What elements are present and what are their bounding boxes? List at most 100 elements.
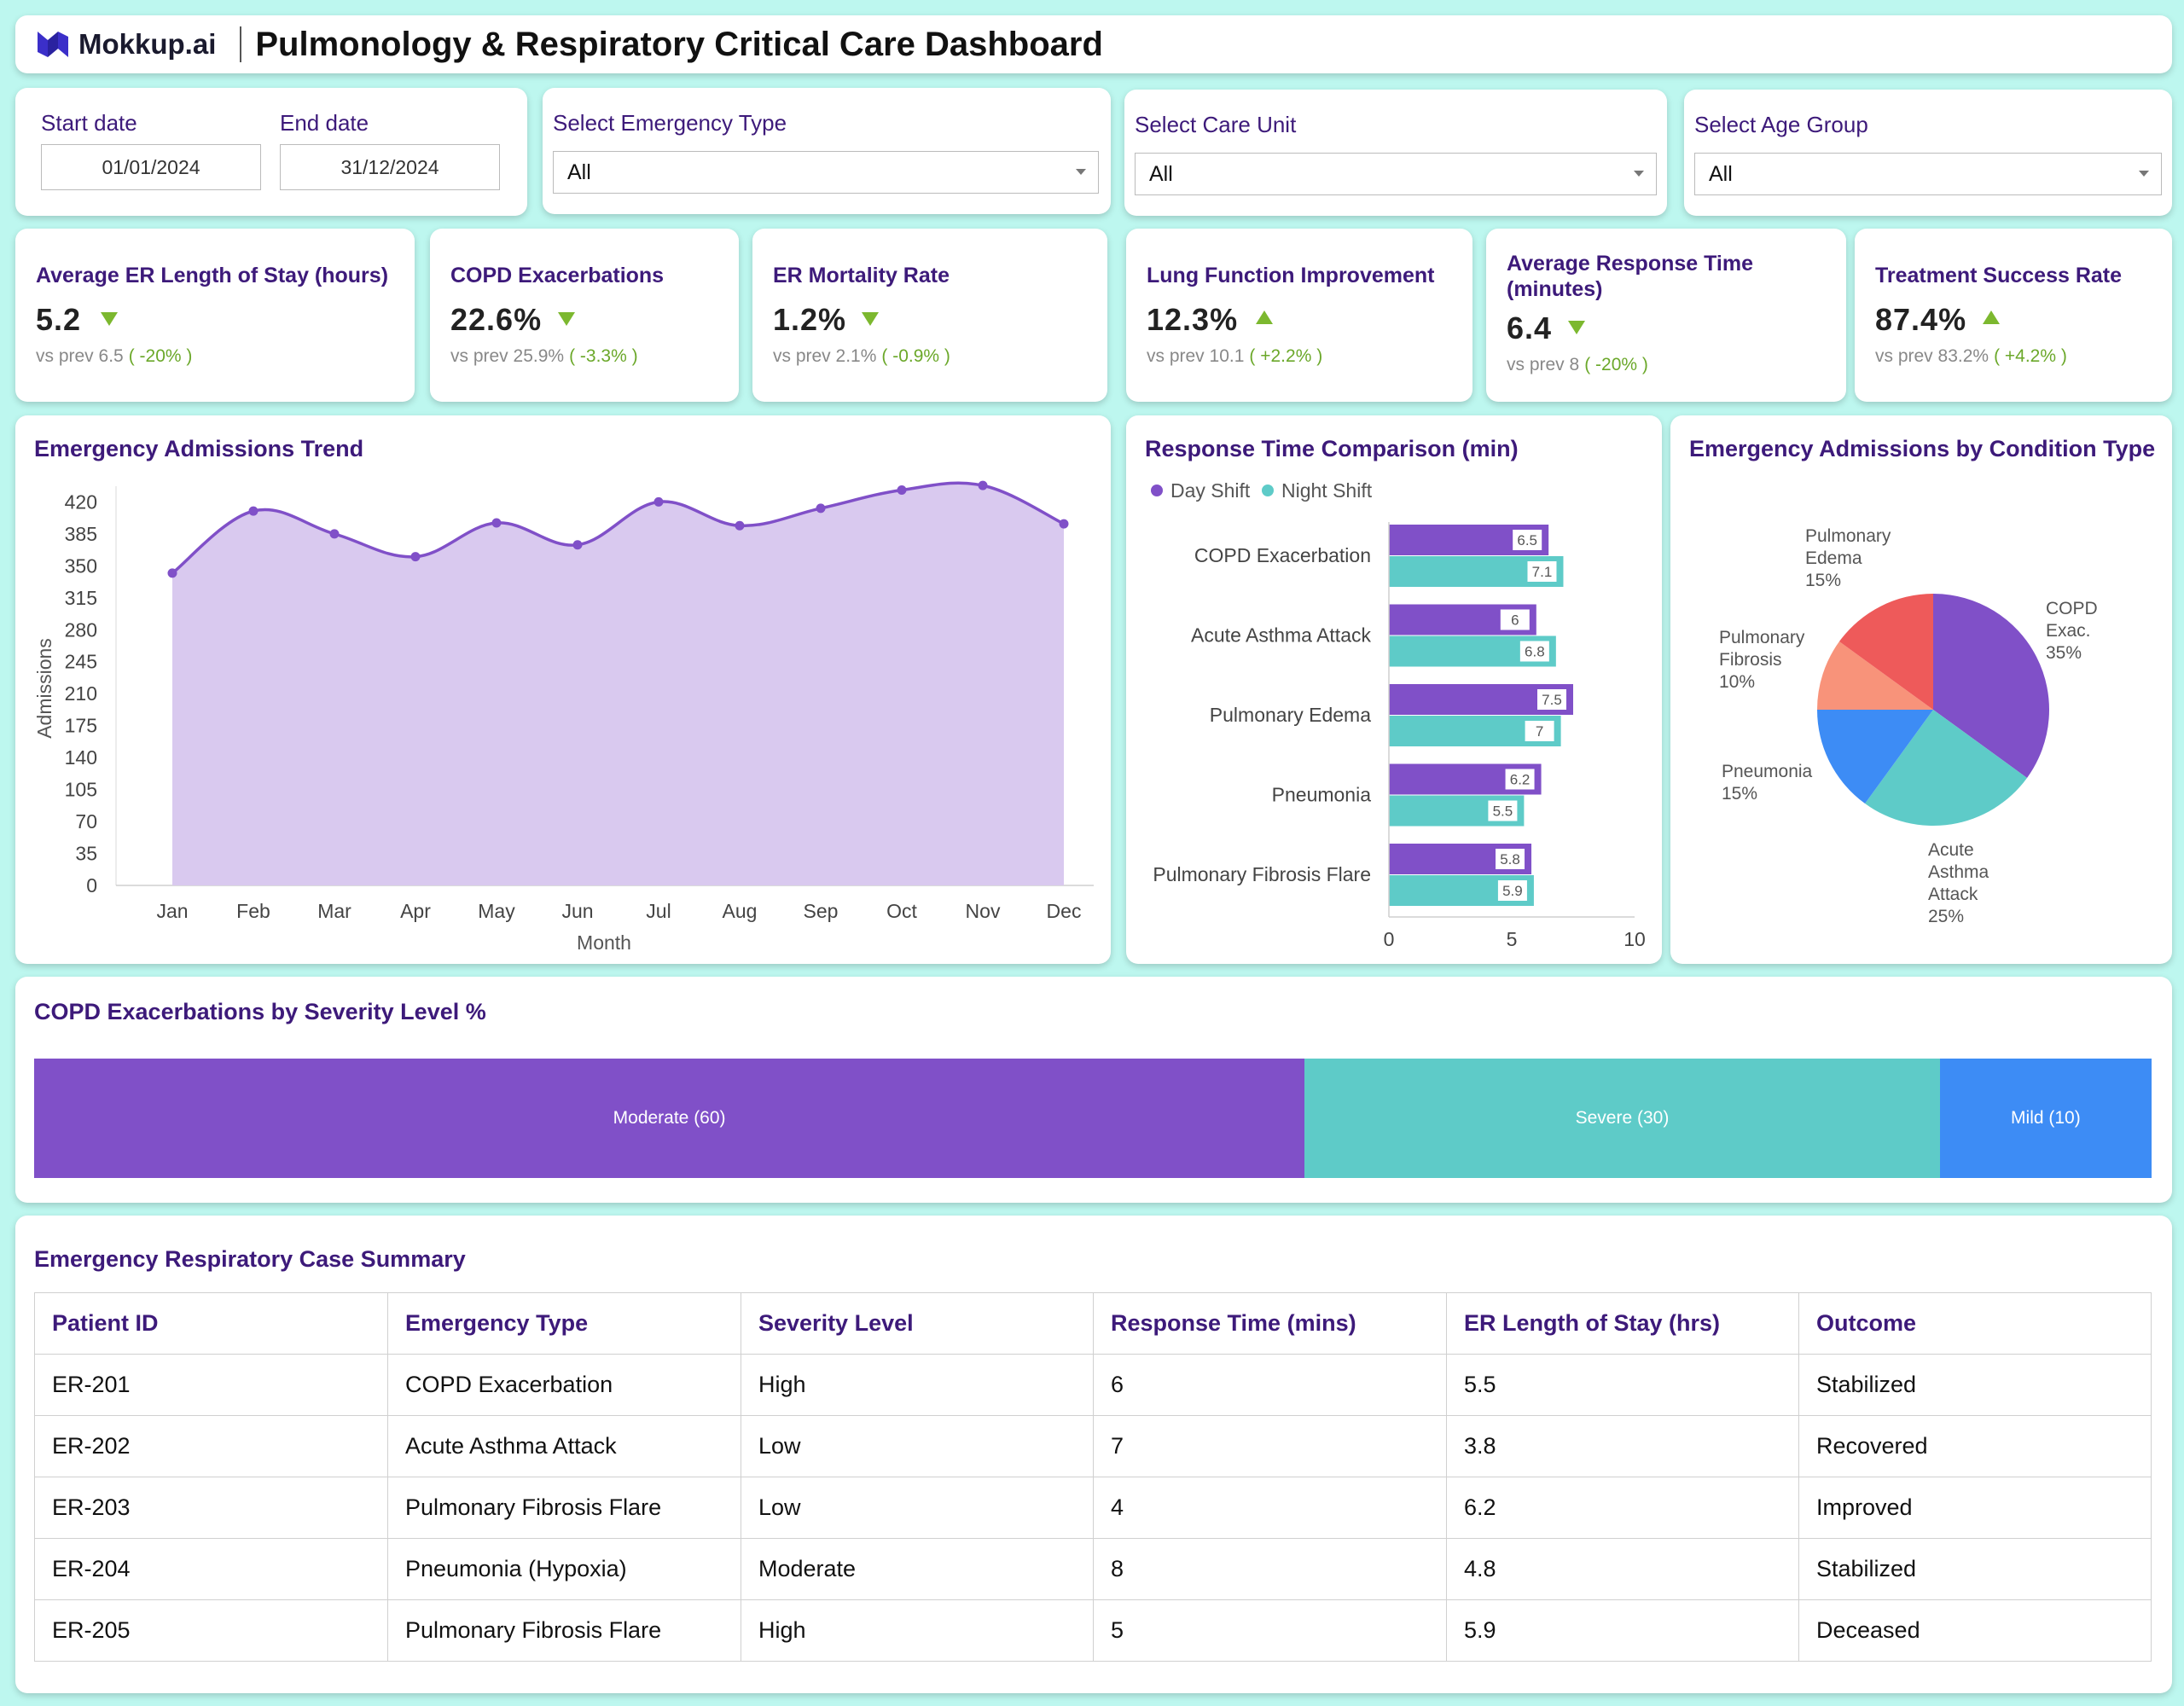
table-row[interactable]: ER-204 Pneumonia (Hypoxia) Moderate 8 4.…: [34, 1538, 2152, 1600]
data-point[interactable]: [491, 518, 502, 528]
kpi-value: 5.2: [36, 302, 82, 337]
kpi-change: ( +2.2% ): [1249, 346, 1323, 366]
column-header[interactable]: Patient ID: [34, 1292, 388, 1355]
column-header[interactable]: Emergency Type: [387, 1292, 741, 1355]
admissions-trend-chart: 0 35 70 105 140 175 210 245 280 315 350 385 420 Jan F…: [33, 480, 1094, 954]
y-tick-label: 105: [65, 779, 97, 801]
table-cell: 4.8: [1446, 1538, 1799, 1600]
y-tick-label: 175: [65, 715, 97, 737]
severity-segment[interactable]: Mild (10): [1939, 1059, 2152, 1178]
data-point[interactable]: [653, 496, 664, 507]
table-row[interactable]: ER-203 Pulmonary Fibrosis Flare Low 4 6.…: [34, 1477, 2152, 1539]
care-unit-label: Select Care Unit: [1135, 112, 1297, 137]
end-date-input[interactable]: 31/12/2024: [280, 144, 500, 190]
table-cell: COPD Exacerbation: [387, 1354, 741, 1416]
severity-segment[interactable]: Severe (30): [1304, 1059, 1940, 1178]
pie-slice[interactable]: [1865, 710, 2028, 826]
x-tick-label: Jan: [156, 900, 188, 922]
data-point[interactable]: [410, 552, 421, 562]
data-label: 6.2: [1510, 772, 1531, 788]
legend-night-shift: Night Shift: [1281, 479, 1373, 502]
condition-type-pie: COPD Exac. 35% Acute Asthma Attack 25% Pneumoni…: [1719, 526, 2098, 926]
table-cell: Low: [741, 1415, 1094, 1477]
table-row[interactable]: ER-201 COPD Exacerbation High 6 5.5 Stab…: [34, 1354, 2152, 1416]
kpi-value: 87.4%: [1875, 302, 1967, 337]
data-label: 7.5: [1542, 692, 1562, 708]
end-date-label: End date: [280, 110, 369, 136]
data-point[interactable]: [735, 520, 745, 531]
care-unit-select[interactable]: All: [1135, 153, 1657, 195]
data-point[interactable]: [816, 503, 826, 514]
mokkup-logo-icon: [38, 32, 68, 57]
table-title: Emergency Respiratory Case Summary: [34, 1246, 466, 1272]
data-point[interactable]: [572, 540, 583, 550]
y-tick-label: 35: [75, 843, 97, 865]
kpi-card-lung-function-improvement: Lung Function Improvement 12.3% vs prev …: [1126, 229, 1472, 402]
data-point[interactable]: [167, 568, 177, 578]
start-date-input[interactable]: 01/01/2024: [41, 144, 261, 190]
column-header[interactable]: Response Time (mins): [1093, 1292, 1447, 1355]
pie-label: COPD Exac. 35%: [2046, 599, 2098, 663]
trend-down-icon: [101, 312, 118, 326]
kpi-card-average-response-time: Average Response Time (minutes) 6.4 vs p…: [1486, 229, 1846, 402]
data-point[interactable]: [248, 506, 258, 516]
care-unit-filter-card: Select Care Unit All: [1124, 90, 1667, 216]
kpi-title: Lung Function Improvement: [1147, 264, 1435, 287]
start-date-label: Start date: [41, 110, 137, 136]
kpi-value: 6.4: [1507, 310, 1553, 345]
kpi-change: ( -20% ): [1584, 355, 1648, 374]
pie-slice[interactable]: [1817, 710, 1933, 804]
table-row[interactable]: ER-202 Acute Asthma Attack Low 7 3.8 Rec…: [34, 1415, 2152, 1477]
kpi-prev-value: vs prev 83.2%: [1875, 346, 1989, 366]
table-cell: 6: [1093, 1354, 1447, 1416]
kpi-comparison: vs prev 8( -20% ): [1507, 355, 1648, 375]
age-group-select[interactable]: All: [1694, 153, 2162, 195]
kpi-comparison: vs prev 6.5( -20% ): [36, 346, 192, 367]
table-cell: 6.2: [1446, 1477, 1799, 1539]
chevron-down-icon: [1076, 169, 1086, 175]
page-title: Pulmonology & Respiratory Critical Care …: [255, 25, 1103, 63]
pie-slice[interactable]: [1838, 594, 1933, 710]
pie-slice[interactable]: [1933, 594, 2049, 778]
header-bar: Mokkup.ai Pulmonology & Respiratory Crit…: [15, 15, 2172, 73]
date-filter-card: Start date 01/01/2024 End date 31/12/202…: [15, 88, 527, 216]
kpi-change: ( +4.2% ): [1994, 346, 2067, 366]
data-label: 5.9: [1502, 883, 1523, 899]
kpi-title: Treatment Success Rate: [1875, 264, 2123, 287]
emergency-type-label: Select Emergency Type: [553, 110, 787, 136]
data-point[interactable]: [1059, 519, 1069, 529]
column-header[interactable]: Severity Level: [741, 1292, 1094, 1355]
data-point[interactable]: [329, 529, 340, 539]
category-label: Acute Asthma Attack: [1191, 624, 1371, 647]
trend-up-icon: [1983, 310, 2000, 324]
data-point[interactable]: [897, 485, 907, 495]
emergency-type-select[interactable]: All: [553, 151, 1099, 194]
table-cell: 7: [1093, 1415, 1447, 1477]
pie-label: Pulmonary Edema 15%: [1805, 526, 1891, 590]
severity-segment[interactable]: Moderate (60): [34, 1059, 1305, 1178]
table-row[interactable]: ER-205 Pulmonary Fibrosis Flare High 5 5…: [34, 1599, 2152, 1662]
pie-slice[interactable]: [1817, 641, 1933, 710]
table-cell: ER-201: [34, 1354, 388, 1416]
table-cell: ER-204: [34, 1538, 388, 1600]
trend-down-icon: [558, 312, 575, 326]
chart-title: COPD Exacerbations by Severity Level %: [34, 999, 486, 1024]
data-label-bg: [1505, 769, 1535, 790]
table-cell: Low: [741, 1477, 1094, 1539]
table-cell: 8: [1093, 1538, 1447, 1600]
case-summary-table: Patient ID Emergency Type Severity Level…: [34, 1292, 2152, 1662]
data-point[interactable]: [978, 480, 988, 490]
logo[interactable]: Mokkup.ai: [36, 28, 216, 61]
y-tick-label: 70: [75, 810, 97, 833]
kpi-comparison: vs prev 2.1%( -0.9% ): [773, 346, 950, 367]
x-tick-label: 10: [1623, 928, 1646, 950]
age-group-value: All: [1709, 161, 1733, 186]
x-tick-label: Nov: [966, 900, 1001, 922]
pie-label: Acute Asthma Attack 25%: [1928, 840, 1989, 926]
chevron-down-icon: [1634, 171, 1644, 177]
column-header[interactable]: ER Length of Stay (hrs): [1446, 1292, 1799, 1355]
data-label: 5.5: [1493, 804, 1513, 820]
column-header[interactable]: Outcome: [1798, 1292, 2152, 1355]
kpi-title: Average Response Time (minutes): [1507, 252, 1754, 301]
y-tick-label: 245: [65, 651, 97, 673]
